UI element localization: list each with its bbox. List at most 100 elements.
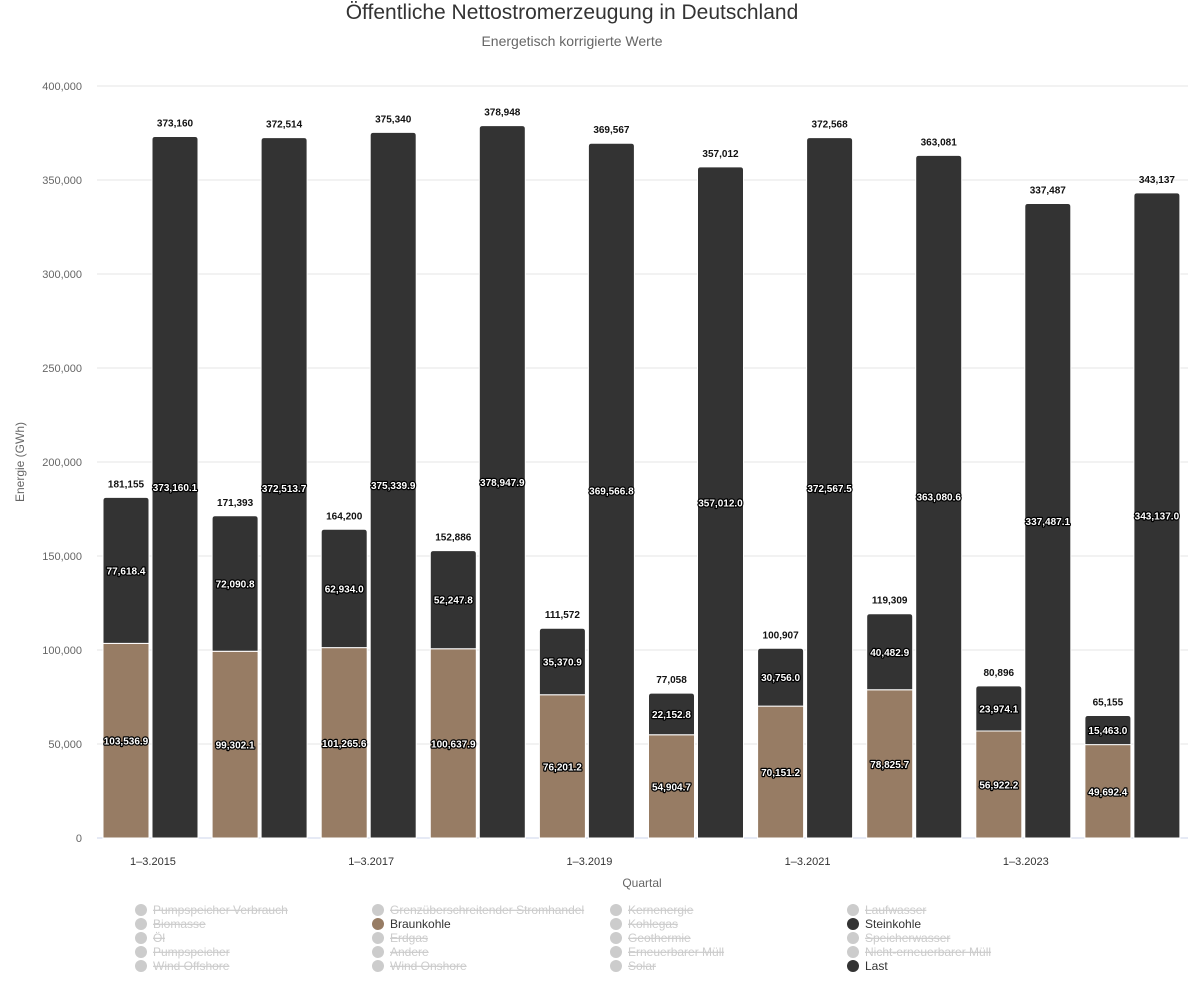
- legend-item[interactable]: Laufwasser: [847, 903, 926, 917]
- bar-last[interactable]: [915, 154, 963, 839]
- data-label-steinkohle: 77,618.4: [107, 566, 146, 577]
- legend-item[interactable]: Geothermie: [610, 931, 691, 945]
- y-tick-label: 50,000: [48, 739, 82, 751]
- stack-total-erzeugung: 100,907: [763, 630, 800, 641]
- x-tick-label: 1–3.2023: [1003, 856, 1049, 868]
- bar-steinkohle[interactable]: [320, 528, 368, 649]
- stack-total-erzeugung: 119,309: [872, 596, 908, 607]
- legend-item[interactable]: Braunkohle: [372, 917, 451, 931]
- legend-marker-icon: [610, 946, 622, 958]
- legend-item[interactable]: Andere: [372, 945, 429, 959]
- bar-steinkohle[interactable]: [102, 496, 150, 644]
- legend-label: Kernenergie: [628, 903, 694, 917]
- legend-item[interactable]: Pumpspeicher Verbrauch: [135, 903, 288, 917]
- legend-marker-icon: [135, 960, 147, 972]
- bar-braunkohle[interactable]: [211, 650, 259, 839]
- legend[interactable]: Pumpspeicher Verbrauch Grenzüberschreiten…: [135, 903, 991, 973]
- legend-item[interactable]: Last: [847, 959, 888, 973]
- legend-marker-icon: [847, 904, 859, 916]
- bar-braunkohle[interactable]: [1084, 744, 1132, 839]
- bar-steinkohle[interactable]: [211, 515, 259, 652]
- stack-total-last: 375,340: [375, 114, 412, 125]
- x-axis-title: Quartal: [622, 876, 661, 890]
- legend-label: Erneuerbarer Müll: [628, 945, 724, 959]
- legend-marker-icon: [372, 960, 384, 972]
- data-label-last: 372,567.5: [807, 484, 852, 495]
- legend-item[interactable]: Pumpspeicher: [135, 945, 230, 959]
- y-tick-label: 350,000: [42, 175, 82, 187]
- stack-total-last: 343,137: [1139, 175, 1176, 186]
- bar-braunkohle[interactable]: [429, 648, 477, 839]
- legend-item[interactable]: Steinkohle: [847, 917, 921, 931]
- bar-braunkohle[interactable]: [648, 734, 695, 839]
- legend-label: Braunkohle: [390, 917, 451, 931]
- bar-last[interactable]: [1133, 192, 1181, 839]
- x-tick-label: 1–3.2019: [566, 856, 612, 868]
- chart-title: Öffentliche Nettostromerzeugung in Deuts…: [346, 1, 799, 24]
- data-label-braunkohle: 78,825.7: [870, 760, 909, 771]
- legend-item[interactable]: Öl: [135, 931, 165, 945]
- legend-item[interactable]: Nicht-erneuerbarer Müll: [847, 945, 991, 959]
- stack-total-erzeugung: 111,572: [545, 610, 580, 621]
- legend-item[interactable]: Wind Onshore: [372, 959, 467, 973]
- data-label-last: 372,513.7: [262, 484, 307, 495]
- stack-total-erzeugung: 152,886: [435, 533, 472, 544]
- bar-steinkohle[interactable]: [866, 613, 914, 691]
- legend-label: Andere: [390, 945, 429, 959]
- data-label-braunkohle: 101,265.6: [322, 739, 367, 750]
- legend-marker-icon: [610, 904, 622, 916]
- bar-steinkohle[interactable]: [757, 647, 805, 707]
- bar-braunkohle[interactable]: [102, 642, 150, 839]
- bar-steinkohle[interactable]: [975, 685, 1023, 732]
- legend-item[interactable]: Kernenergie: [610, 903, 694, 917]
- bar-steinkohle[interactable]: [429, 550, 477, 650]
- legend-label: Laufwasser: [865, 903, 926, 917]
- bar-last[interactable]: [587, 142, 635, 839]
- y-tick-label: 100,000: [42, 645, 82, 657]
- bar-last[interactable]: [478, 125, 526, 839]
- bar-braunkohle[interactable]: [975, 730, 1023, 839]
- data-label-braunkohle: 70,151.2: [761, 768, 800, 779]
- legend-item[interactable]: Biomasse: [135, 917, 206, 931]
- legend-item[interactable]: Kohlegas: [610, 917, 678, 931]
- bars[interactable]: [102, 125, 1181, 839]
- bar-last[interactable]: [697, 166, 744, 839]
- bar-last[interactable]: [369, 131, 417, 839]
- data-label-steinkohle: 52,247.8: [434, 596, 473, 607]
- y-axis-title: Energie (GWh): [13, 422, 27, 502]
- bar-steinkohle[interactable]: [1084, 715, 1132, 746]
- bar-braunkohle[interactable]: [757, 705, 805, 839]
- bar-braunkohle[interactable]: [320, 647, 368, 839]
- data-label-steinkohle: 40,482.9: [870, 648, 909, 659]
- x-axis: 1–3.2015 1–3.2017 1–3.2019 1–3.2021 1–3.2023: [130, 856, 1049, 868]
- legend-item[interactable]: Wind Offshore: [135, 959, 230, 973]
- data-label-last: 369,566.8: [589, 487, 634, 498]
- y-tick-label: 200,000: [42, 457, 82, 469]
- y-tick-label: 400,000: [42, 81, 82, 93]
- x-tick-label: 1–3.2021: [785, 856, 831, 868]
- bar-braunkohle[interactable]: [538, 694, 586, 839]
- legend-item[interactable]: Speicherwasser: [847, 931, 950, 945]
- data-label-steinkohle: 62,934.0: [325, 584, 364, 595]
- data-label-braunkohle: 76,201.2: [543, 762, 582, 773]
- legend-item[interactable]: Erdgas: [372, 931, 428, 945]
- legend-label: Biomasse: [153, 917, 206, 931]
- legend-item[interactable]: Erneuerbarer Müll: [610, 945, 724, 959]
- data-label-last: 373,160.1: [153, 483, 198, 494]
- data-label-last: 343,137.0: [1135, 511, 1180, 522]
- legend-marker-icon: [847, 946, 859, 958]
- bar-steinkohle[interactable]: [648, 692, 695, 736]
- legend-marker-icon: [135, 904, 147, 916]
- bar-last[interactable]: [151, 135, 199, 839]
- legend-item[interactable]: Solar: [610, 959, 656, 973]
- bar-last[interactable]: [1024, 203, 1072, 839]
- stack-total-erzeugung: 77,058: [656, 675, 687, 686]
- x-tick-label: 1–3.2015: [130, 856, 176, 868]
- bar-last[interactable]: [260, 137, 308, 839]
- legend-label: Grenzüberschreitender Stromhandel: [390, 903, 584, 917]
- bar-braunkohle[interactable]: [866, 689, 914, 839]
- bar-last[interactable]: [806, 137, 854, 839]
- bar-steinkohle[interactable]: [538, 627, 586, 696]
- legend-item[interactable]: Grenzüberschreitender Stromhandel: [372, 903, 584, 917]
- stack-total-last: 378,948: [484, 108, 521, 119]
